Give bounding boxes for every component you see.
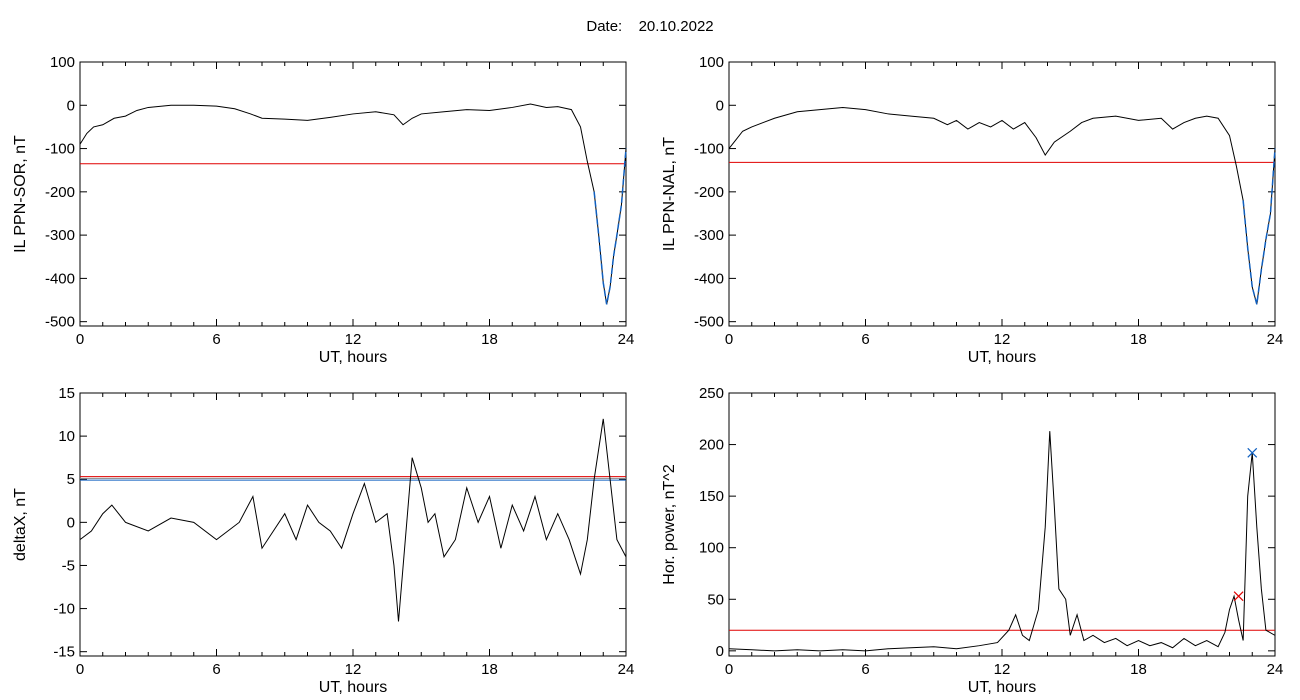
y-tick-label: -100 <box>45 141 75 158</box>
y-tick-label: -500 <box>694 314 724 331</box>
y-tick-label: -5 <box>62 557 75 574</box>
x-tick-label: 24 <box>1267 331 1284 348</box>
y-axis-label: IL PPN-SOR, nT <box>12 135 29 253</box>
chart-panel-1: 0 6 12 18 24 100 0 -100 -200 -300 -400 -500 UT, hour… <box>12 54 634 366</box>
chart-panel-4: 0 6 12 18 24 250 200 150 100 50 0 UT, hours Hor. pow… <box>661 385 1283 696</box>
y-tick-label: 100 <box>50 54 75 71</box>
y-tick-label: -300 <box>694 227 724 244</box>
y-tick-label: -15 <box>53 644 75 661</box>
x-tick-label: 0 <box>76 331 84 348</box>
x-tick-label: 6 <box>861 661 869 678</box>
x-tick-label: 6 <box>861 331 869 348</box>
y-tick-label: 0 <box>716 97 724 114</box>
y-tick-label: -10 <box>53 601 75 618</box>
y-tick-label: 250 <box>699 385 724 402</box>
series-highlight <box>1242 148 1276 305</box>
y-tick-label: -500 <box>45 314 75 331</box>
y-tick-label: -100 <box>694 141 724 158</box>
x-tick-label: 24 <box>1267 661 1284 678</box>
y-tick-label: -400 <box>694 270 724 287</box>
x-tick-label: 6 <box>212 661 220 678</box>
y-tick-label: 15 <box>58 385 75 402</box>
x-tick-label: 0 <box>725 661 733 678</box>
series-highlight <box>593 148 627 305</box>
chart-panel-3: 0 6 12 18 24 15 10 5 0 -5 -10 -15 UT, hours deltaX, n… <box>12 385 634 696</box>
x-tick-label: 18 <box>481 661 498 678</box>
y-tick-label: -300 <box>45 227 75 244</box>
series-line <box>79 418 627 622</box>
x-tick-label: 18 <box>1130 331 1147 348</box>
x-tick-label: 12 <box>994 331 1011 348</box>
y-tick-label: 10 <box>58 428 75 445</box>
y-tick-label: 0 <box>67 514 75 531</box>
peak-marker <box>1233 591 1244 602</box>
x-tick-label: 24 <box>618 331 635 348</box>
series-line <box>728 431 1276 652</box>
plot-frame <box>79 61 627 327</box>
y-tick-label: -200 <box>694 184 724 201</box>
y-tick-label: 100 <box>699 54 724 71</box>
x-axis-label: UT, hours <box>319 349 387 366</box>
y-tick-label: 150 <box>699 488 724 505</box>
y-tick-label: 100 <box>699 540 724 557</box>
y-axis-label: Hor. power, nT^2 <box>661 464 678 585</box>
x-tick-label: 0 <box>76 661 84 678</box>
peak-marker <box>1247 447 1258 458</box>
series-line <box>79 103 627 305</box>
y-tick-label: -200 <box>45 184 75 201</box>
plot-frame <box>79 392 627 657</box>
series-line <box>728 106 1276 305</box>
x-tick-label: 18 <box>1130 661 1147 678</box>
x-axis-label: UT, hours <box>968 679 1036 696</box>
x-axis-label: UT, hours <box>968 349 1036 366</box>
x-tick-label: 0 <box>725 331 733 348</box>
chart-panel-2: 0 6 12 18 24 100 0 -100 -200 -300 -400 -500 UT, hour… <box>661 54 1283 366</box>
x-tick-label: 12 <box>994 661 1011 678</box>
date-value: 20.10.2022 <box>638 18 714 35</box>
y-tick-label: 50 <box>707 591 724 608</box>
y-axis-label: IL PPN-NAL, nT <box>661 137 678 251</box>
y-axis-label: deltaX, nT <box>12 488 29 561</box>
page-title: Date: 20.10.2022 <box>0 18 1300 35</box>
x-tick-label: 6 <box>212 331 220 348</box>
y-tick-label: 0 <box>67 97 75 114</box>
y-tick-label: 5 <box>67 471 75 488</box>
plot-frame <box>728 61 1276 327</box>
x-tick-label: 12 <box>345 661 362 678</box>
y-tick-label: -400 <box>45 270 75 287</box>
x-axis-label: UT, hours <box>319 679 387 696</box>
date-label: Date: <box>586 18 623 35</box>
x-tick-label: 24 <box>618 661 635 678</box>
x-tick-label: 12 <box>345 331 362 348</box>
y-tick-label: 0 <box>716 643 724 660</box>
x-tick-label: 18 <box>481 331 498 348</box>
y-tick-label: 200 <box>699 437 724 454</box>
plot-frame <box>728 392 1276 657</box>
